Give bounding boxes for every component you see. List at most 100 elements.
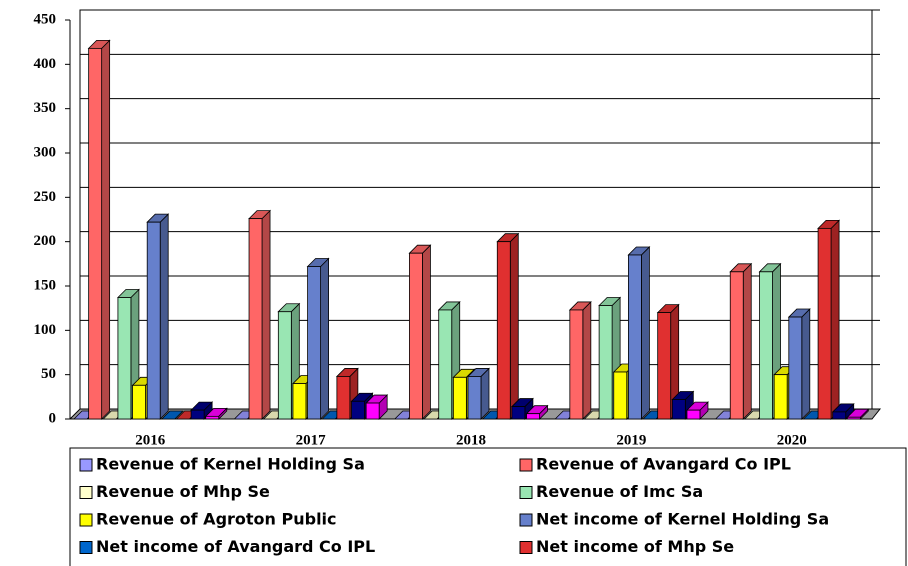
- y-tick-label: 100: [34, 322, 57, 338]
- bar-face: [132, 384, 146, 420]
- bar-face: [830, 219, 840, 420]
- bar-face: [422, 244, 431, 420]
- x-tick-label: 2019: [616, 432, 646, 448]
- legend-swatch: [519, 541, 533, 554]
- bar: [831, 402, 855, 420]
- bar-face: [409, 252, 423, 420]
- bar: [525, 404, 549, 420]
- y-tick-label: 450: [34, 11, 57, 27]
- legend-swatch: [79, 486, 93, 499]
- bar-face: [582, 300, 592, 420]
- legend-label: Revenue of Agroton Public: [96, 510, 337, 529]
- legend-swatch: [519, 486, 533, 499]
- x-tick-label: 2020: [777, 432, 807, 448]
- bar-face: [569, 309, 584, 420]
- bar-face: [160, 410, 184, 420]
- plot-frame: [79, 9, 873, 410]
- legend-label: Net income of Avangard Co IPL: [96, 537, 375, 556]
- bar: [496, 232, 520, 420]
- bar-face: [277, 311, 292, 420]
- x-tick-label: 2016: [135, 432, 166, 448]
- bar: [846, 408, 870, 420]
- bar-face: [509, 232, 519, 420]
- legend-label: Net income of Kernel Holding Sa: [536, 510, 829, 529]
- bar-face: [657, 312, 672, 420]
- bar-face: [205, 415, 220, 420]
- bar-face: [320, 257, 330, 420]
- bar-face: [101, 39, 111, 420]
- legend-swatch: [79, 513, 93, 527]
- bar-face: [159, 213, 169, 420]
- y-tick-label: 150: [34, 277, 57, 293]
- bar-face: [598, 305, 613, 420]
- bar: [408, 244, 432, 420]
- y-tick-label: 0: [49, 410, 57, 426]
- y-tick-label: 400: [34, 56, 57, 72]
- bar-face: [671, 399, 686, 420]
- bar: [685, 401, 709, 420]
- bar-face: [480, 367, 490, 420]
- bar-face: [832, 411, 847, 420]
- bar-face: [759, 271, 773, 420]
- legend-label: Revenue of Imc Sa: [536, 482, 703, 501]
- bar-face: [729, 271, 744, 420]
- bar-face: [467, 376, 482, 420]
- x-tick-label: 2017: [296, 432, 327, 448]
- bar: [568, 300, 592, 420]
- bar-face: [846, 416, 861, 420]
- y-tick-label: 50: [41, 366, 56, 382]
- bar-face: [248, 218, 263, 420]
- bar-face: [496, 241, 511, 420]
- bar: [248, 209, 272, 420]
- bar-face: [641, 246, 650, 420]
- bar-face: [117, 297, 132, 420]
- legend-label: Net income of Mhp Se: [536, 537, 734, 556]
- bar: [190, 401, 214, 420]
- bar-face: [788, 316, 803, 420]
- legend-swatch: [79, 541, 93, 554]
- bar-face: [773, 374, 788, 420]
- bar-face: [613, 371, 628, 420]
- bar-face: [628, 254, 642, 420]
- bar: [817, 219, 841, 420]
- bar-face: [511, 406, 526, 420]
- bar-face: [686, 409, 701, 420]
- bar: [277, 302, 301, 420]
- bar: [87, 39, 111, 420]
- bar-face: [801, 308, 811, 420]
- bar: [204, 407, 228, 420]
- bar: [627, 246, 651, 420]
- bar-face: [452, 376, 467, 420]
- bar-face: [88, 47, 103, 420]
- bar-face: [261, 209, 271, 420]
- y-tick-label: 250: [34, 189, 57, 205]
- bar: [146, 213, 170, 420]
- bar-face: [365, 402, 380, 420]
- bar: [160, 410, 184, 420]
- bar: [729, 262, 753, 420]
- x-tick-label: 2018: [456, 432, 486, 448]
- bar-face: [190, 409, 205, 420]
- bar: [306, 257, 330, 420]
- y-tick-label: 200: [34, 233, 57, 249]
- legend-swatch: [519, 458, 533, 472]
- bar: [787, 308, 811, 420]
- legend-swatch: [79, 458, 93, 472]
- bar-face: [307, 266, 322, 420]
- legend-box: [69, 447, 907, 566]
- bar-face: [336, 376, 351, 420]
- bar-face: [742, 262, 752, 420]
- legend-swatch: [519, 513, 533, 527]
- bar-face: [817, 227, 832, 420]
- bar-face: [146, 221, 161, 420]
- y-tick-label: 350: [34, 100, 57, 116]
- legend-label: Revenue of Avangard Co IPL: [536, 455, 791, 474]
- legend-label: Revenue of Mhp Se: [96, 482, 270, 501]
- legend-label: Revenue of Kernel Holding Sa: [96, 455, 365, 474]
- bar-face: [292, 383, 307, 420]
- y-tick-label: 300: [34, 144, 57, 160]
- bar-face: [526, 413, 540, 420]
- bar: [365, 394, 389, 420]
- bar-face: [438, 309, 453, 420]
